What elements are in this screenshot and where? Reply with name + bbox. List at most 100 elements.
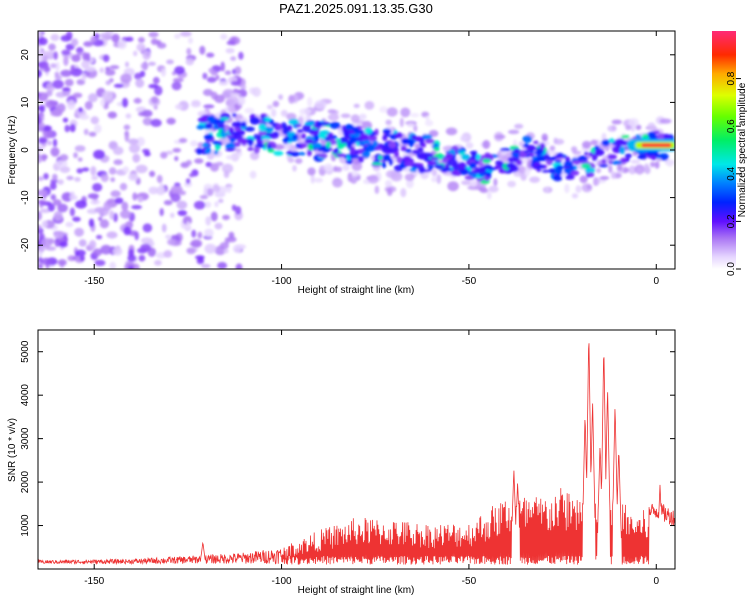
spectrogram-cell: [288, 94, 295, 104]
spectrogram-cell: [231, 204, 237, 211]
spectrogram-cell: [70, 191, 75, 200]
spectrogram-cell: [554, 159, 562, 164]
spectrogram-cell: [555, 165, 564, 170]
spectrogram-cell: [90, 116, 100, 125]
spectrogram-cell: [381, 145, 388, 153]
spectrogram-cell: [136, 137, 145, 147]
spectrogram-cell: [38, 154, 43, 164]
spectrogram-y-ticks: -20 -10 0 10 20: [20, 49, 675, 252]
spectrogram-cell: [66, 175, 74, 181]
spectrogram-cell: [189, 173, 195, 178]
spectrogram-cell: [171, 81, 182, 91]
spectrogram-cell: [38, 224, 42, 230]
spectrogram-cell: [312, 142, 323, 149]
spectrogram-cell: [225, 155, 236, 160]
spectrogram-cell: [196, 147, 203, 155]
spectrogram-cell: [93, 149, 105, 160]
spectrogram-cell: [230, 56, 237, 61]
spectrogram-cell: [140, 62, 149, 70]
spectrogram-cell: [100, 173, 109, 183]
spectrogram-cell: [265, 126, 274, 132]
spectrogram-cell: [347, 172, 353, 182]
spectrogram-cell: [337, 143, 344, 150]
spectrogram-cell: [611, 119, 622, 125]
spectrogram-cell: [621, 134, 630, 139]
spectrogram-cell: [309, 130, 320, 136]
spectrogram-cell: [89, 240, 97, 250]
spectrogram-cell: [69, 207, 75, 217]
spectrogram-cell: [38, 142, 42, 148]
spectrogram-cell: [153, 105, 158, 110]
spectrogram-cell: [124, 132, 130, 142]
spectrogram-cell: [232, 113, 237, 118]
spectrogram-cell: [327, 132, 334, 138]
spectrogram-cell: [586, 184, 592, 190]
snr-y-tick-label: 2000: [20, 471, 31, 494]
spectrogram-cell: [154, 85, 163, 96]
spectrogram-cell: [98, 216, 103, 221]
spectrogram-cell: [663, 133, 669, 141]
spectrogram-cell: [400, 107, 411, 118]
spectrogram-cell: [268, 132, 280, 139]
snr-x-tick-label: -100: [272, 576, 292, 587]
spectrogram-cell: [230, 80, 242, 86]
spectrogram-cell: [409, 167, 417, 172]
spectrogram-cell: [38, 48, 42, 54]
spectrogram-cell: [348, 137, 357, 145]
spectrogram-cell: [493, 178, 498, 187]
spectrogram-cell: [340, 113, 351, 119]
spectrogram-x-tick-label: 0: [653, 276, 659, 287]
spectrogram-cell: [137, 37, 145, 43]
spectrogram-cell: [48, 43, 56, 51]
spectrogram-cell: [593, 177, 600, 186]
spectrogram-cell: [229, 96, 239, 105]
spectrogram-cell: [105, 69, 116, 76]
spectrogram-cell: [282, 137, 289, 144]
spectrogram-cell: [38, 92, 49, 102]
spectrogram-cell: [666, 159, 674, 167]
spectrogram-cell: [522, 143, 530, 148]
spectrogram-cell: [53, 211, 63, 221]
spectrogram-cell: [163, 200, 173, 206]
spectrogram-cell: [161, 223, 167, 233]
spectrogram-cell: [314, 100, 327, 110]
spectrogram-cell: [38, 69, 42, 78]
spectrogram-cell: [529, 176, 540, 183]
spectrogram-y-tick-label: 20: [20, 49, 31, 61]
spectrogram-cell: [402, 155, 412, 162]
spectrogram-cell: [81, 72, 87, 82]
spectrogram-cell: [59, 241, 68, 248]
spectrogram-cell: [299, 108, 312, 115]
spectrogram-cell: [642, 134, 649, 139]
spectrogram-cell: [184, 181, 193, 188]
spectrogram-cell: [82, 51, 88, 61]
spectrogram-cell: [582, 140, 592, 149]
spectrogram-cell: [206, 115, 216, 124]
spectrogram-cell: [135, 164, 148, 174]
spectrogram-cell: [41, 237, 52, 248]
spectrogram-cell: [244, 107, 255, 114]
spectrogram-cell: [223, 248, 229, 254]
spectrogram-cell: [533, 140, 539, 145]
spectrogram-cell: [231, 121, 242, 128]
spectrogram-cell: [225, 48, 235, 54]
spectrogram-cell: [350, 114, 360, 123]
spectrogram-cell: [306, 149, 312, 157]
spectrogram-cell: [608, 164, 613, 174]
spectrogram-cell: [278, 94, 283, 100]
spectrogram-cell: [75, 200, 87, 209]
spectrogram-cell: [47, 140, 52, 146]
spectrogram-cell: [304, 121, 315, 126]
spectrogram-cell: [355, 141, 360, 147]
spectrogram-cell: [131, 205, 143, 210]
snr-y-tick-label: 3000: [20, 427, 31, 450]
snr-series-line: [38, 343, 675, 566]
spectrogram-cell: [133, 98, 142, 104]
spectrogram-cell: [475, 154, 481, 161]
spectrogram-cell: [121, 97, 129, 108]
spectrogram-cell: [148, 31, 159, 38]
spectrogram-cell: [38, 263, 44, 269]
spectrogram-cell: [447, 181, 459, 192]
spectrogram-cell: [252, 87, 261, 97]
spectrogram-cell: [156, 174, 163, 184]
